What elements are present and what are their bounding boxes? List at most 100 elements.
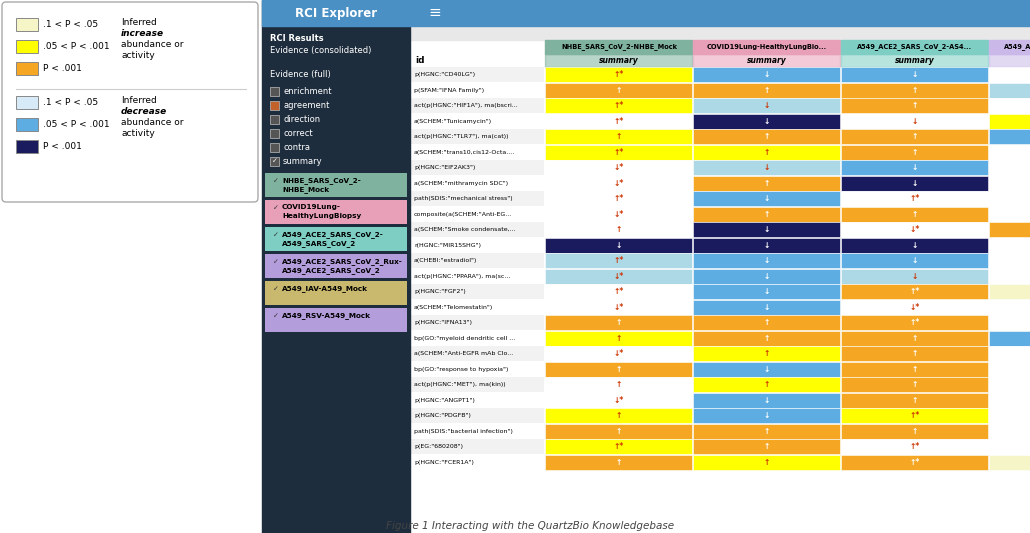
Text: A549_ACE2_SARS_CoV_2_Rux-...: A549_ACE2_SARS_CoV_2_Rux-... [1004, 44, 1030, 51]
Text: ↓: ↓ [764, 163, 770, 172]
Bar [693, 346, 840, 361]
Bar [989, 144, 1030, 159]
Bar [545, 160, 692, 175]
Text: ↑*: ↑* [614, 442, 624, 451]
Text: p(EG:"680208"): p(EG:"680208") [414, 444, 464, 449]
Text: ↑: ↑ [764, 349, 770, 358]
Text: activity: activity [121, 129, 154, 138]
Text: act(p(HGNC:"MET"), ma(kin)): act(p(HGNC:"MET"), ma(kin)) [414, 382, 506, 387]
Text: act(p(HGNC:"TLR7"), ma(cat)): act(p(HGNC:"TLR7"), ma(cat)) [414, 134, 509, 139]
Bar [410, 98, 544, 113]
Text: ↑: ↑ [912, 210, 918, 219]
Text: direction: direction [283, 115, 320, 124]
Text: ↑: ↑ [912, 395, 918, 405]
Text: ↑: ↑ [616, 225, 622, 234]
Text: .05 < P < .001: .05 < P < .001 [43, 42, 109, 51]
Bar [410, 377, 544, 392]
Bar [410, 222, 544, 237]
Text: contra: contra [283, 143, 310, 152]
Text: ↓*: ↓* [614, 303, 624, 312]
Bar [989, 392, 1030, 408]
Text: A549_RSV-A549_Mock: A549_RSV-A549_Mock [282, 312, 371, 319]
Text: ↑*: ↑* [614, 194, 624, 203]
Bar [545, 54, 692, 67]
Bar [410, 129, 544, 144]
Bar [410, 26, 1030, 40]
Bar [545, 238, 692, 253]
Text: ↑: ↑ [912, 86, 918, 95]
Bar [545, 455, 692, 470]
Bar [842, 455, 988, 470]
Text: a(CHEBI:"estradiol"): a(CHEBI:"estradiol") [414, 259, 477, 263]
Text: ✓: ✓ [273, 286, 279, 292]
Text: ↓: ↓ [912, 272, 918, 281]
Text: ↓*: ↓* [614, 272, 624, 281]
Bar [842, 160, 988, 175]
Bar [693, 392, 840, 408]
Bar [989, 455, 1030, 470]
Text: p(HGNC:"FGF2"): p(HGNC:"FGF2") [414, 289, 466, 294]
Bar [842, 114, 988, 128]
Text: Inferred: Inferred [121, 96, 157, 105]
Text: p(SFAM:"IFNA Family"): p(SFAM:"IFNA Family") [414, 88, 484, 93]
Text: ↑: ↑ [912, 349, 918, 358]
Text: summary: summary [895, 56, 935, 65]
Text: ✓: ✓ [273, 232, 279, 238]
Bar [410, 455, 544, 470]
Text: P < .001: P < .001 [43, 64, 81, 73]
Bar [989, 222, 1030, 237]
Text: ✓: ✓ [273, 259, 279, 265]
Text: ↑: ↑ [764, 132, 770, 141]
Bar [989, 83, 1030, 98]
Bar [410, 67, 544, 82]
Text: a(SCHEM:"Tunicamycin"): a(SCHEM:"Tunicamycin") [414, 119, 492, 124]
Text: ↑: ↑ [912, 365, 918, 374]
Bar [693, 98, 840, 113]
Bar [410, 160, 544, 175]
Bar [545, 284, 692, 299]
Bar [545, 253, 692, 268]
Text: bp(GO:"myeloid dendritic cell ...: bp(GO:"myeloid dendritic cell ... [414, 336, 515, 341]
Text: ↓*: ↓* [614, 210, 624, 219]
Text: A549_ACE2_SARS_CoV_2-AS4...: A549_ACE2_SARS_CoV_2-AS4... [857, 44, 972, 51]
Bar [693, 191, 840, 206]
Bar [842, 206, 988, 222]
Bar [693, 408, 840, 423]
Bar [410, 238, 544, 253]
Bar [693, 424, 840, 439]
Bar [693, 54, 840, 67]
Text: COVID19Lung-HealthyLungBio...: COVID19Lung-HealthyLungBio... [707, 44, 827, 50]
Text: increase: increase [121, 29, 164, 38]
Text: ↑: ↑ [616, 86, 622, 95]
Text: ↑: ↑ [912, 132, 918, 141]
Text: A549_ACE2_SARS_CoV_2-: A549_ACE2_SARS_CoV_2- [282, 231, 384, 238]
Bar [842, 330, 988, 345]
Bar [842, 408, 988, 423]
Bar [693, 284, 840, 299]
Bar [16, 18, 38, 31]
Bar [545, 114, 692, 128]
Bar [989, 377, 1030, 392]
Text: ↑: ↑ [764, 334, 770, 343]
Bar [842, 269, 988, 284]
Text: ↑: ↑ [616, 411, 622, 420]
Bar [265, 308, 407, 332]
Bar [545, 269, 692, 284]
Text: ↓: ↓ [912, 179, 918, 188]
Text: ↓: ↓ [912, 70, 918, 79]
Bar [693, 160, 840, 175]
Text: Figure 1 Interacting with the QuartzBio Knowledgebase: Figure 1 Interacting with the QuartzBio … [386, 521, 674, 531]
Text: correct: correct [283, 129, 313, 138]
Text: a(SCHEM:"Anti-EGFR mAb Clo...: a(SCHEM:"Anti-EGFR mAb Clo... [414, 351, 513, 356]
Bar [545, 40, 692, 54]
Bar [545, 67, 692, 82]
Text: ↓: ↓ [764, 395, 770, 405]
Bar [842, 377, 988, 392]
Bar [410, 330, 544, 345]
Bar [989, 238, 1030, 253]
Text: Evidence (consolidated): Evidence (consolidated) [270, 46, 372, 55]
Bar [410, 408, 544, 423]
Text: enrichment: enrichment [283, 87, 332, 96]
Bar [545, 300, 692, 314]
Bar [989, 330, 1030, 345]
